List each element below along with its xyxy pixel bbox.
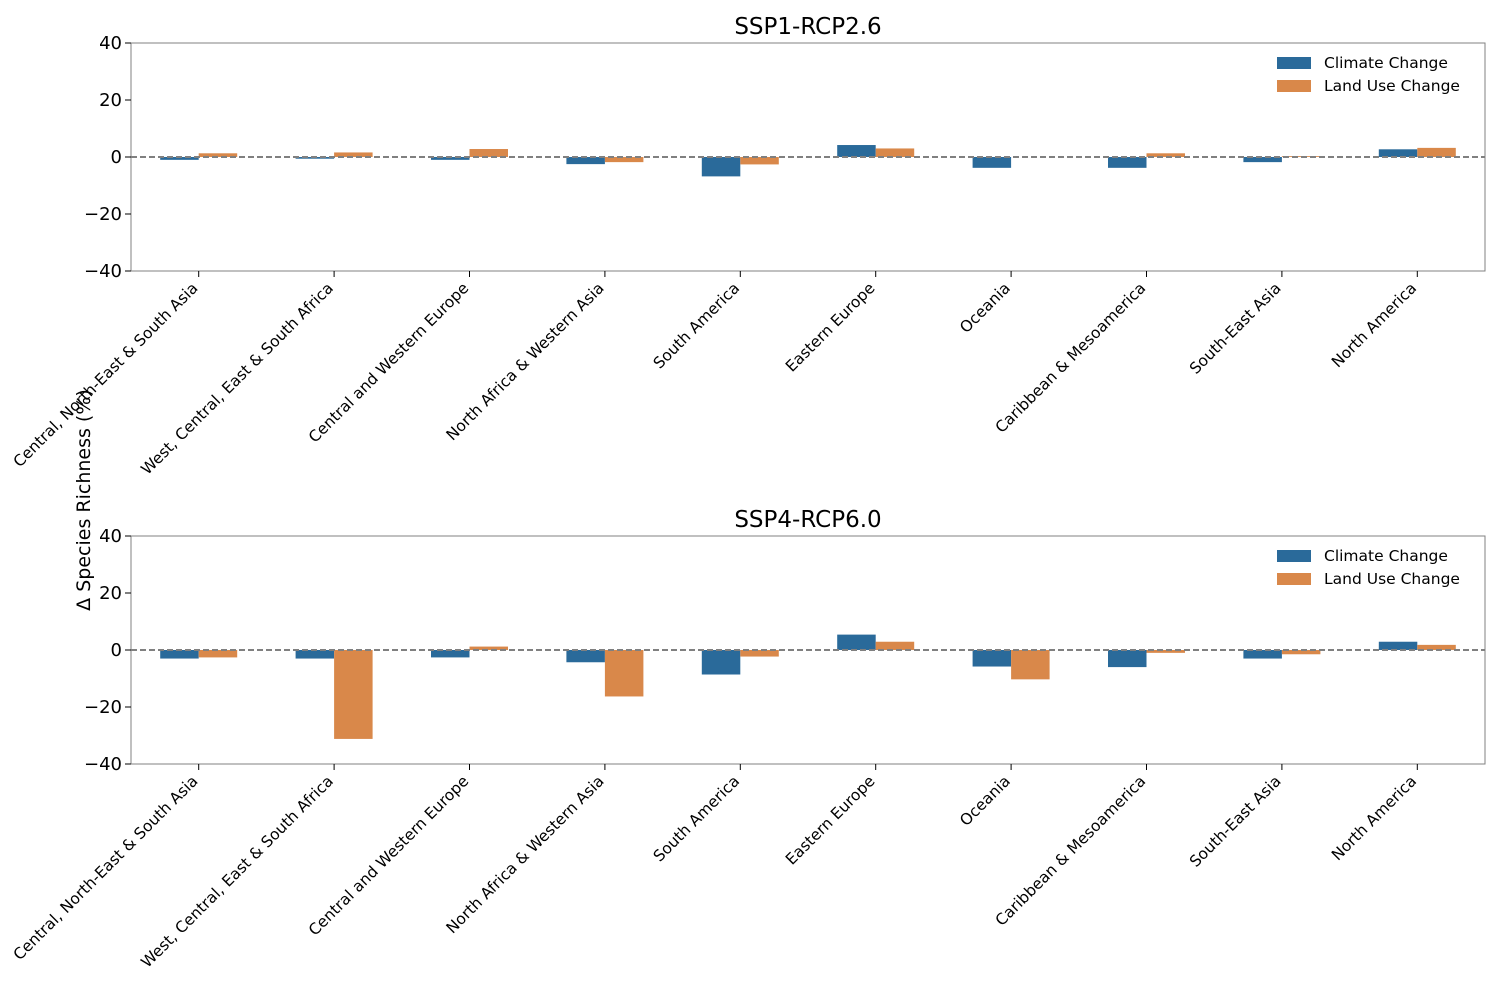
legend-label: Land Use Change [1324, 570, 1460, 588]
x-tick-label: North Africa & Western Asia [443, 772, 608, 937]
legend-label: Land Use Change [1324, 77, 1460, 95]
bar-land-use-change-west-central-east-south-africa [334, 152, 373, 157]
bar-climate-change-central-north-east-south-asia [160, 650, 199, 659]
chart-title: SSP1-RCP2.6 [734, 14, 881, 40]
y-tick-label: −40 [84, 754, 122, 775]
x-tick-label: Caribbean & Mesoamerica [992, 279, 1150, 437]
bar-land-use-change-north-america [1417, 644, 1456, 650]
bar-land-use-change-north-africa-western-asia [604, 157, 644, 163]
bar-land-use-change-central-north-east-south-asia [198, 650, 238, 658]
bar-climate-change-south-east-asia [1243, 650, 1282, 659]
bar-land-use-change-eastern-europe [875, 641, 915, 650]
x-tick-label: Eastern Europe [782, 772, 878, 868]
y-axis-label: Δ Species Richness (%) [73, 389, 95, 611]
x-tick-label: Eastern Europe [782, 279, 878, 375]
bar-climate-change-oceania [972, 650, 1012, 667]
bar-land-use-change-west-central-east-south-africa [334, 650, 373, 739]
bar-land-use-change-eastern-europe [875, 148, 915, 157]
bar-land-use-change-oceania [1011, 650, 1050, 680]
bar-climate-change-central-and-western-europe [431, 157, 470, 160]
bar-climate-change-caribbean-mesoamerica [1108, 650, 1147, 668]
y-tick-label: −20 [84, 204, 122, 225]
bar-climate-change-south-america [701, 650, 741, 675]
legend-label: Climate Change [1324, 54, 1448, 72]
x-tick-label: North America [1328, 772, 1420, 864]
bar-climate-change-west-central-east-south-africa [295, 650, 335, 659]
legend-label: Climate Change [1324, 547, 1448, 565]
legend: Climate Change Land Use Change [1277, 54, 1460, 95]
x-tick-label: South-East Asia [1186, 279, 1285, 378]
y-tick-label: −40 [84, 261, 122, 282]
bar-climate-change-central-and-western-europe [431, 650, 470, 658]
x-tick-label: South America [650, 772, 743, 865]
legend-swatch [1277, 573, 1311, 585]
bar-land-use-change-south-america [740, 650, 779, 657]
x-tick-label: Central and Western Europe [305, 279, 472, 446]
bar-climate-change-eastern-europe [837, 634, 876, 650]
bar-climate-change-caribbean-mesoamerica [1108, 157, 1147, 168]
bar-land-use-change-central-north-east-south-asia [198, 153, 238, 157]
bar-land-use-change-north-america [1417, 147, 1456, 157]
bar-climate-change-north-africa-western-asia [566, 157, 605, 165]
bar-climate-change-south-america [701, 157, 741, 177]
x-tick-label: Oceania [956, 279, 1014, 337]
legend: Climate Change Land Use Change [1277, 547, 1460, 588]
x-tick-label: South-East Asia [1186, 772, 1285, 871]
bar-land-use-change-central-and-western-europe [469, 149, 508, 157]
bar-land-use-change-caribbean-mesoamerica [1146, 650, 1185, 653]
bar-climate-change-central-north-east-south-asia [160, 157, 199, 160]
bar-climate-change-eastern-europe [837, 145, 876, 157]
legend-swatch [1277, 57, 1311, 69]
y-tick-label: 20 [99, 90, 122, 111]
y-tick-label: −20 [84, 697, 122, 718]
bar-land-use-change-north-africa-western-asia [604, 650, 644, 697]
bar-climate-change-south-east-asia [1243, 157, 1282, 163]
x-tick-label: South America [650, 279, 743, 372]
x-tick-label: North America [1328, 279, 1420, 371]
bar-land-use-change-south-america [740, 157, 779, 165]
x-tick-label: Caribbean & Mesoamerica [992, 772, 1150, 930]
bar-land-use-change-caribbean-mesoamerica [1146, 153, 1185, 157]
y-tick-label: 0 [111, 640, 122, 661]
bar-land-use-change-central-and-western-europe [469, 646, 508, 650]
x-tick-label: North Africa & Western Asia [443, 279, 608, 444]
x-tick-label: Oceania [956, 772, 1014, 830]
y-tick-label: 40 [99, 526, 122, 547]
bar-climate-change-north-america [1378, 149, 1418, 157]
y-tick-label: 0 [111, 147, 122, 168]
legend-swatch [1277, 550, 1311, 562]
legend-swatch [1277, 80, 1311, 92]
bar-land-use-change-south-east-asia [1281, 650, 1321, 655]
x-tick-label: Central and Western Europe [305, 772, 472, 939]
y-tick-label: 20 [99, 583, 122, 604]
bar-climate-change-north-america [1378, 641, 1418, 650]
chart-title: SSP4-RCP6.0 [734, 507, 881, 533]
y-tick-label: 40 [99, 33, 122, 54]
bar-climate-change-north-africa-western-asia [566, 650, 605, 663]
bar-climate-change-oceania [972, 157, 1012, 168]
